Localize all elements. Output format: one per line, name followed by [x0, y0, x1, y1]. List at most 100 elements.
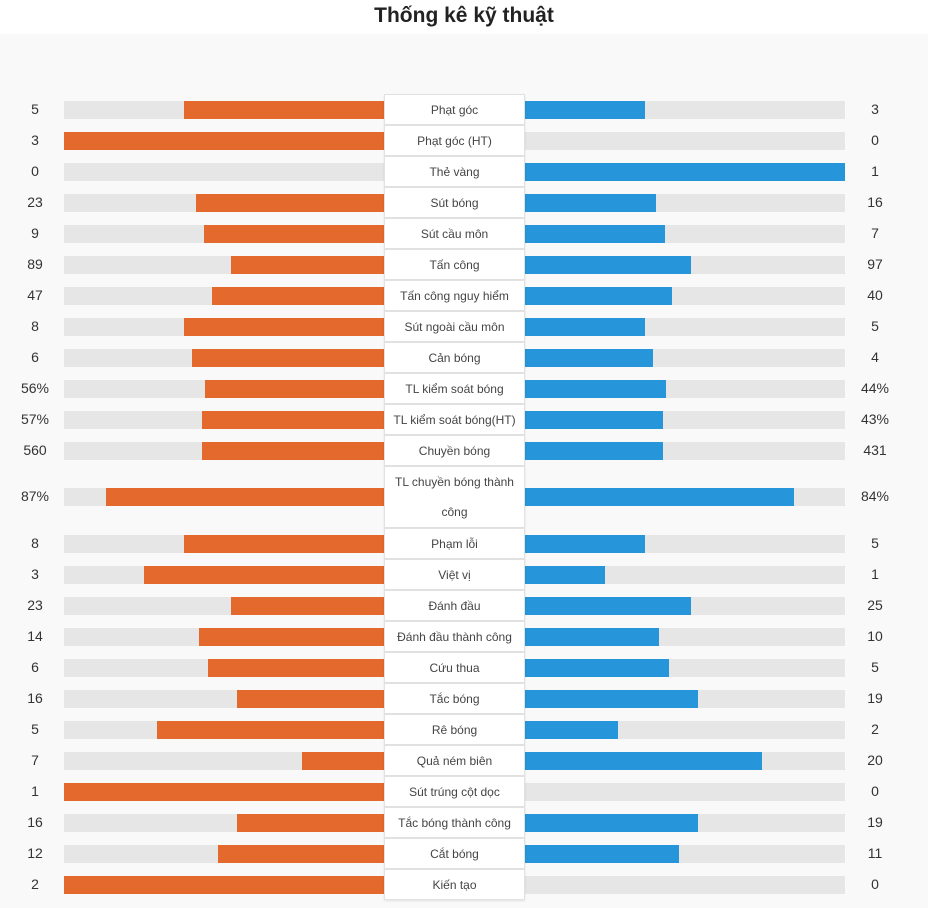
home-value: 3 — [31, 565, 39, 582]
away-value: 0 — [871, 131, 879, 148]
home-bar-track — [64, 875, 385, 894]
away-value: 40 — [867, 286, 883, 303]
stat-label: Phạt góc — [384, 94, 525, 125]
home-value: 12 — [27, 844, 43, 861]
home-bar — [184, 100, 385, 119]
away-bar — [525, 751, 762, 770]
home-bar — [208, 658, 385, 677]
away-bar — [525, 100, 645, 119]
away-bar — [525, 658, 669, 677]
away-value: 19 — [867, 813, 883, 830]
stat-label: Cắt bóng — [384, 838, 525, 869]
home-bar-track — [64, 813, 385, 832]
home-bar-track — [64, 379, 385, 398]
away-value: 16 — [867, 193, 883, 210]
home-bar-track — [64, 720, 385, 739]
home-value: 9 — [31, 224, 39, 241]
home-bar-track — [64, 100, 385, 119]
home-value: 23 — [27, 193, 43, 210]
away-bar — [525, 379, 666, 398]
home-bar-track — [64, 844, 385, 863]
home-value: 47 — [27, 286, 43, 303]
home-bar — [212, 286, 385, 305]
away-bar-track — [525, 193, 845, 212]
away-bar-track — [525, 658, 845, 677]
home-value: 6 — [31, 658, 39, 675]
home-bar — [106, 488, 385, 506]
home-bar — [199, 627, 385, 646]
home-bar — [237, 689, 385, 708]
home-bar — [202, 410, 385, 429]
stat-label: Kiến tạo — [384, 869, 525, 900]
home-bar — [204, 224, 385, 243]
home-value: 16 — [27, 813, 43, 830]
home-bar-track — [64, 689, 385, 708]
away-bar-track — [525, 100, 845, 119]
stat-label: TL kiểm soát bóng — [384, 373, 525, 404]
home-bar — [202, 441, 385, 460]
away-bar — [525, 534, 645, 553]
away-bar — [525, 286, 672, 305]
page-title: Thống kê kỹ thuật — [374, 4, 554, 27]
home-bar — [64, 131, 385, 150]
away-bar — [525, 488, 794, 506]
away-bar — [525, 813, 698, 832]
home-bar-track — [64, 627, 385, 646]
stat-label: Phạm lỗi — [384, 528, 525, 559]
away-value: 84% — [860, 488, 890, 504]
away-bar-track — [525, 844, 845, 863]
home-bar — [302, 751, 385, 770]
away-value: 44% — [860, 379, 890, 396]
home-bar-track — [64, 255, 385, 274]
stat-label: Tấn công nguy hiểm — [384, 280, 525, 311]
away-bar-track — [525, 441, 845, 460]
home-bar-track — [64, 751, 385, 770]
home-bar-track — [64, 348, 385, 367]
stat-label: Đánh đầu thành công — [384, 621, 525, 652]
stat-label: TL kiểm soát bóng(HT) — [384, 404, 525, 435]
home-bar-track — [64, 131, 385, 150]
home-bar-track — [64, 441, 385, 460]
away-bar-track — [525, 875, 845, 894]
home-bar-track — [64, 410, 385, 429]
away-bar — [525, 627, 659, 646]
home-value: 56% — [20, 379, 50, 396]
home-value: 5 — [31, 100, 39, 117]
stat-label: TL chuyền bóng thành công — [384, 466, 525, 528]
away-value: 7 — [871, 224, 879, 241]
home-bar — [218, 844, 385, 863]
home-value: 2 — [31, 875, 39, 892]
home-bar — [231, 255, 385, 274]
away-bar-track — [525, 162, 845, 181]
away-value: 19 — [867, 689, 883, 706]
home-bar-track — [64, 565, 385, 584]
away-bar-track — [525, 720, 845, 739]
home-bar — [196, 193, 385, 212]
away-bar — [525, 720, 618, 739]
stat-label: Cản bóng — [384, 342, 525, 373]
home-value: 16 — [27, 689, 43, 706]
stat-label: Rê bóng — [384, 714, 525, 745]
home-value: 8 — [31, 317, 39, 334]
away-value: 10 — [867, 627, 883, 644]
away-bar — [525, 410, 663, 429]
away-value: 431 — [863, 441, 887, 458]
home-bar — [144, 565, 385, 584]
home-bar — [231, 596, 385, 615]
away-value: 11 — [867, 844, 883, 861]
stat-label: Tắc bóng thành công — [384, 807, 525, 838]
stat-label: Tắc bóng — [384, 683, 525, 714]
away-bar-track — [525, 410, 845, 429]
home-value: 87% — [20, 488, 50, 504]
away-value: 0 — [871, 875, 879, 892]
away-value: 1 — [871, 162, 879, 179]
stat-label: Sút bóng — [384, 187, 525, 218]
home-value: 23 — [27, 596, 43, 613]
away-value: 1 — [871, 565, 879, 582]
away-bar-track — [525, 565, 845, 584]
away-bar — [525, 596, 691, 615]
away-bar — [525, 565, 605, 584]
home-bar-track — [64, 534, 385, 553]
away-bar-track — [525, 534, 845, 553]
home-bar — [64, 875, 385, 894]
